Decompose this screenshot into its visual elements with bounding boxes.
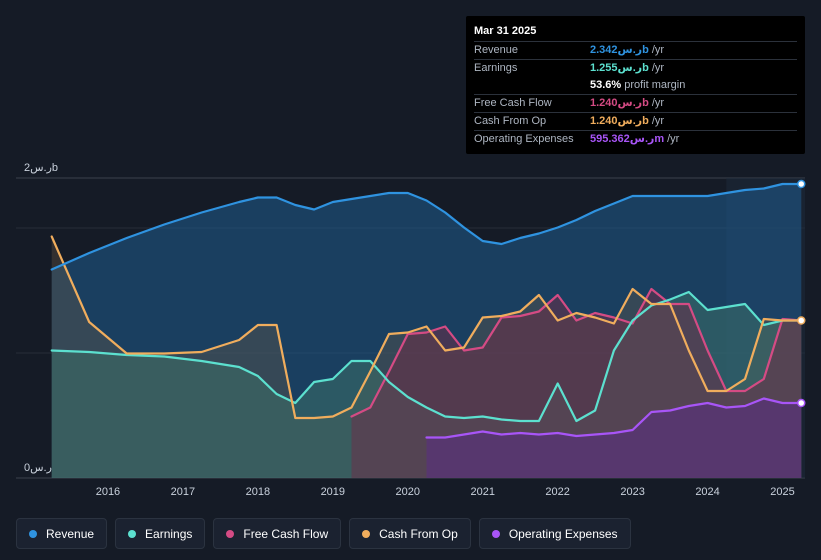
x-tick-label: 2019: [321, 486, 345, 498]
x-tick-label: 2025: [770, 486, 794, 498]
tooltip-value: 1.255ر.سb: [590, 62, 649, 74]
area-operating-expenses: [426, 398, 802, 478]
tooltip-row-cash-from-op: Cash From Op 1.240ر.سb /yr: [474, 112, 797, 130]
legend-dot-icon: [29, 529, 37, 538]
line-cash-from-op: [50, 235, 803, 420]
x-tick-label: 2016: [96, 486, 120, 498]
tooltip-label: [474, 77, 590, 94]
end-marker-cash-from-op: [797, 316, 806, 325]
legend-label: Operating Expenses: [508, 526, 618, 541]
legend-item-cash-from-op[interactable]: Cash From Op: [349, 518, 471, 549]
tooltip-label: Revenue: [474, 44, 519, 56]
line-earnings: [50, 290, 803, 423]
tooltip-value: 595.362ر.سm: [590, 133, 665, 145]
tooltip-row-operating-expenses: Operating Expenses 595.362ر.سm /yr: [474, 130, 797, 148]
legend-label: Earnings: [145, 526, 193, 541]
line-revenue: [50, 182, 803, 271]
legend-item-operating-expenses[interactable]: Operating Expenses: [478, 518, 631, 549]
legend-item-revenue[interactable]: Revenue: [16, 518, 108, 549]
chart: 2ر.سb 0ر.س 2016 2017 2018 2019 2020 2021 2022 2…: [16, 162, 806, 498]
x-tick-label: 2018: [246, 486, 270, 498]
tooltip-value: 1.240ر.سb: [590, 115, 649, 127]
end-marker-revenue: [797, 179, 806, 189]
legend-item-earnings[interactable]: Earnings: [115, 518, 206, 549]
tooltip-unit: /yr: [651, 62, 665, 74]
legend-label: Free Cash Flow: [243, 526, 329, 541]
x-tick-label: 2023: [620, 486, 644, 498]
line-operating-expenses: [425, 397, 803, 439]
tooltip-unit: profit margin: [624, 79, 686, 91]
x-tick-label: 2021: [470, 486, 494, 498]
end-marker-operating-expenses: [797, 398, 806, 408]
tooltip-unit: /yr: [651, 115, 665, 127]
tooltip-label: Earnings: [474, 62, 518, 74]
tooltip-label: Cash From Op: [474, 115, 547, 127]
tooltip-row-earnings: Earnings 1.255ر.سb /yr: [474, 59, 797, 77]
axis-layer: 2ر.سb 0ر.س 2016 2017 2018 2019 2020 2021 2022 2…: [24, 162, 795, 498]
legend-dot-icon: [128, 529, 137, 538]
tooltip-value: 1.240ر.سb: [590, 97, 649, 109]
x-tick-label: 2022: [545, 486, 569, 498]
tooltip-panel: Mar 31 2025 Revenue 2.342ر.سb /yr Earnin…: [466, 16, 805, 154]
tooltip-row-profit-margin: 53.6% profit margin: [474, 77, 797, 94]
marker-layer: [797, 179, 806, 408]
legend: Revenue Earnings Free Cash Flow Cash Fro…: [16, 518, 631, 549]
tooltip-unit: /yr: [667, 133, 680, 145]
legend-label: Revenue: [46, 526, 95, 541]
x-tick-label: 2024: [695, 486, 719, 498]
tooltip-value: 53.6%: [590, 79, 622, 91]
area-layer: [51, 184, 802, 478]
legend-item-free-cash-flow[interactable]: Free Cash Flow: [213, 518, 342, 549]
legend-label: Cash From Op: [379, 526, 458, 541]
legend-dot-icon: [491, 529, 500, 538]
tooltip-row-free-cash-flow: Free Cash Flow 1.240ر.سb /yr: [474, 94, 797, 112]
tooltip-unit: /yr: [651, 44, 665, 56]
tooltip-date: Mar 31 2025: [474, 25, 537, 37]
line-layer: [50, 182, 803, 439]
y-tick-label-bottom: 0ر.س: [24, 462, 52, 474]
legend-dot-icon: [226, 529, 235, 538]
y-tick-label-top: 2ر.سb: [24, 162, 58, 174]
x-tick-label: 2017: [171, 486, 195, 498]
tooltip-unit: /yr: [651, 97, 665, 109]
tooltip-label: Operating Expenses: [474, 133, 574, 145]
tooltip-value: 2.342ر.سb: [590, 44, 649, 56]
legend-dot-icon: [362, 529, 371, 538]
tooltip-label: Free Cash Flow: [474, 97, 552, 109]
tooltip-row-revenue: Revenue 2.342ر.سb /yr: [474, 41, 797, 59]
x-tick-label: 2020: [396, 486, 420, 498]
